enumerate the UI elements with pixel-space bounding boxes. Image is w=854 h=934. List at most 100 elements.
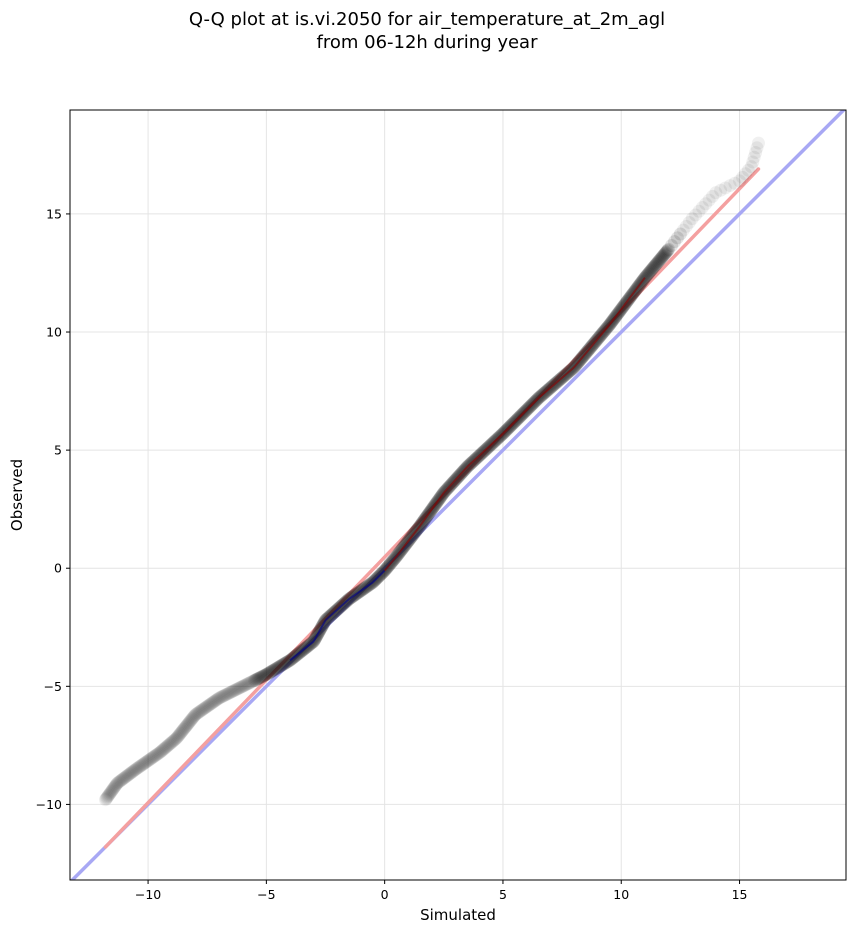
qq-point — [682, 215, 696, 229]
qq-point — [184, 713, 198, 727]
qq-point — [118, 770, 132, 784]
qq-point — [702, 193, 716, 207]
qq-point — [135, 758, 149, 772]
qq-point — [173, 727, 187, 741]
qq-point — [232, 681, 246, 695]
qq-point — [123, 767, 137, 781]
qq-point — [241, 677, 255, 691]
qq-point — [649, 257, 663, 271]
qq-point — [196, 702, 210, 716]
qq-point — [272, 660, 286, 674]
qq-point — [114, 773, 128, 787]
qq-point — [119, 770, 133, 784]
qq-point — [186, 710, 200, 724]
qq-overlap-fit — [502, 397, 540, 435]
qq-point — [647, 260, 661, 274]
qq-point — [259, 668, 273, 682]
qq-point — [113, 774, 127, 788]
qq-point — [121, 768, 135, 782]
qq-point — [254, 670, 268, 684]
y-tick-label: 15 — [46, 206, 62, 221]
x-tick-label: 5 — [499, 887, 507, 902]
qq-point — [129, 762, 143, 776]
qq-point — [169, 731, 183, 745]
qq-point — [648, 259, 662, 273]
qq-point — [142, 753, 156, 767]
qq-overlap-identity — [289, 640, 315, 662]
qq-point — [150, 748, 164, 762]
qq-point — [146, 750, 160, 764]
qq-point — [667, 235, 681, 249]
qq-point — [651, 255, 665, 269]
qq-point — [171, 729, 185, 743]
qq-point — [646, 261, 660, 275]
qq-point — [714, 183, 728, 197]
grid-lines — [70, 110, 846, 880]
qq-point — [131, 761, 145, 775]
qq-point — [642, 266, 656, 280]
qq-point — [134, 759, 148, 773]
qq-point — [692, 204, 706, 218]
qq-point — [161, 738, 175, 752]
qq-point — [153, 745, 167, 759]
qq-point — [185, 712, 199, 726]
qq-point — [102, 788, 116, 802]
qq-point — [653, 252, 667, 266]
qq-point — [655, 251, 669, 265]
qq-point — [180, 718, 194, 732]
qq-overlap-fit — [466, 432, 504, 468]
qq-point — [242, 676, 256, 690]
qq-point — [106, 782, 120, 796]
x-tick-label: −5 — [257, 887, 275, 902]
qq-point — [108, 779, 122, 793]
x-tick-label: 15 — [732, 887, 748, 902]
qq-point — [204, 697, 218, 711]
qq-point — [189, 707, 203, 721]
qq-point — [143, 752, 157, 766]
qq-point — [221, 687, 235, 701]
qq-point — [749, 146, 763, 160]
qq-point — [738, 167, 752, 181]
qq-overlap-identity — [312, 619, 327, 642]
qq-point — [244, 675, 258, 689]
qq-point — [661, 243, 675, 257]
qq-overlap-fit — [573, 324, 611, 369]
qq-point — [645, 262, 659, 276]
qq-point — [223, 686, 237, 700]
qq-point — [670, 231, 684, 245]
qq-point — [277, 657, 291, 671]
qq-point — [270, 661, 284, 675]
qq-point — [239, 678, 253, 692]
qq-point — [136, 757, 150, 771]
qq-point — [214, 690, 228, 704]
qq-point — [188, 709, 202, 723]
qq-point — [179, 720, 193, 734]
qq-point — [654, 251, 668, 265]
qq-point — [709, 186, 723, 200]
qq-point — [642, 265, 656, 279]
qq-point — [151, 747, 165, 761]
qq-point — [258, 668, 272, 682]
qq-point — [148, 749, 162, 763]
qq-point — [216, 689, 230, 703]
qq-point — [132, 760, 146, 774]
qq-point — [163, 737, 177, 751]
qq-point — [191, 706, 205, 720]
qq-point — [699, 197, 713, 211]
qq-point — [211, 692, 225, 706]
x-tick-label: −10 — [135, 887, 161, 902]
qq-point — [110, 777, 124, 791]
qq-point — [273, 659, 287, 673]
y-axis-label: Observed — [8, 459, 26, 531]
qq-point — [222, 686, 236, 700]
qq-point — [689, 208, 703, 222]
qq-point — [205, 696, 219, 710]
axis-ticks: −10 −5 0 5 10 15 −10 −5 0 5 10 15 — [36, 206, 748, 902]
qq-point — [149, 748, 163, 762]
qq-point — [158, 742, 172, 756]
qq-point — [115, 773, 129, 787]
qq-point — [246, 674, 260, 688]
qq-point — [185, 711, 199, 725]
qq-point — [190, 706, 204, 720]
qq-overlap-fit — [383, 555, 398, 572]
